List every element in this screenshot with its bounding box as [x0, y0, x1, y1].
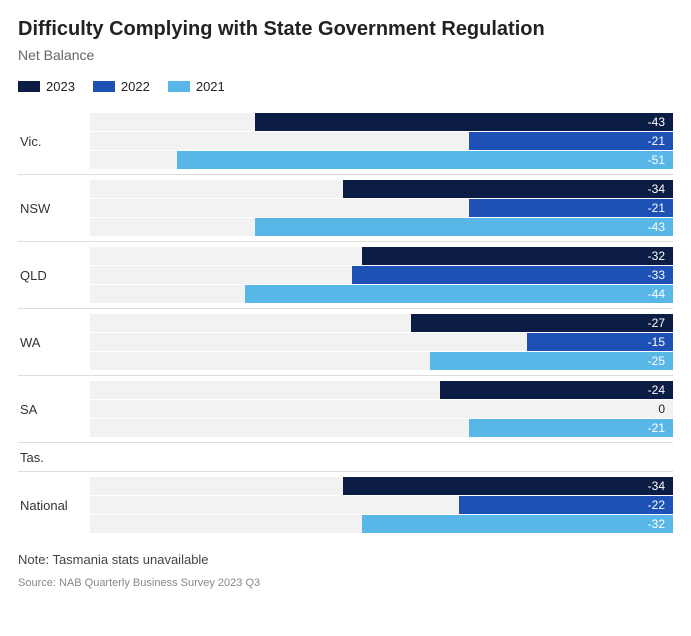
chart-note: Note: Tasmania stats unavailable [18, 552, 673, 567]
bars-container [90, 447, 673, 467]
bar [177, 151, 673, 169]
chart-group: QLD -32 -33 -44 [18, 242, 673, 309]
bars-container: -43 -21 -51 [90, 112, 673, 170]
legend-item: 2023 [18, 79, 75, 94]
bar-row-empty [90, 448, 673, 466]
bar-value-label: -34 [648, 479, 665, 493]
bar-value-label: -43 [648, 115, 665, 129]
bar [255, 113, 673, 131]
bar-value-label: -21 [648, 134, 665, 148]
bar-row: -22 [90, 496, 673, 514]
bar-value-label: -25 [648, 354, 665, 368]
category-label: Tas. [18, 447, 90, 467]
bar-value-label: -32 [648, 249, 665, 263]
bar-value-label: -22 [648, 498, 665, 512]
bar-row: -34 [90, 180, 673, 198]
legend: 2023 2022 2021 [18, 79, 673, 94]
legend-swatch [18, 81, 40, 92]
bar-row: -43 [90, 218, 673, 236]
bar-row: -44 [90, 285, 673, 303]
bar-row: -51 [90, 151, 673, 169]
bar-row: -32 [90, 247, 673, 265]
bars-container: -24 0 -21 [90, 380, 673, 438]
category-label: National [18, 476, 90, 534]
bar [459, 496, 673, 514]
bar-value-label: -15 [648, 335, 665, 349]
bar-value-label: -21 [648, 201, 665, 215]
bar-row: -21 [90, 199, 673, 217]
legend-label: 2023 [46, 79, 75, 94]
bar [343, 477, 673, 495]
bar [343, 180, 673, 198]
bar [352, 266, 673, 284]
bar-row: -15 [90, 333, 673, 351]
bars-container: -34 -22 -32 [90, 476, 673, 534]
bar-row: -27 [90, 314, 673, 332]
bar-row: -24 [90, 381, 673, 399]
bar-value-label: -44 [648, 287, 665, 301]
chart-group: WA -27 -15 -25 [18, 309, 673, 376]
bar [469, 199, 673, 217]
bars-container: -27 -15 -25 [90, 313, 673, 371]
chart-group: SA -24 0 -21 [18, 376, 673, 443]
bars-container: -34 -21 -43 [90, 179, 673, 237]
chart-group: National -34 -22 -32 [18, 472, 673, 538]
legend-label: 2022 [121, 79, 150, 94]
legend-item: 2022 [93, 79, 150, 94]
category-label: NSW [18, 179, 90, 237]
category-label: SA [18, 380, 90, 438]
bar-value-label: 0 [658, 402, 665, 416]
bar [469, 132, 673, 150]
chart-source: Source: NAB Quarterly Business Survey 20… [18, 577, 673, 589]
legend-item: 2021 [168, 79, 225, 94]
bar-row: -43 [90, 113, 673, 131]
chart-group: NSW -34 -21 -43 [18, 175, 673, 242]
bar [430, 352, 673, 370]
bar [362, 247, 673, 265]
chart-title: Difficulty Complying with State Governme… [18, 18, 673, 41]
category-label: Vic. [18, 112, 90, 170]
bar [469, 419, 673, 437]
legend-label: 2021 [196, 79, 225, 94]
chart-group: Vic. -43 -21 -51 [18, 108, 673, 175]
bars-container: -32 -33 -44 [90, 246, 673, 304]
bar-value-label: -27 [648, 316, 665, 330]
bar-row: 0 [90, 400, 673, 418]
chart-subtitle: Net Balance [18, 47, 673, 63]
bar-value-label: -21 [648, 421, 665, 435]
bar-row: -34 [90, 477, 673, 495]
bar-chart: Vic.-43-21-51NSW-34-21-43QLD-32-33-44WA-… [18, 108, 673, 538]
bar [362, 515, 673, 533]
bar-row: -25 [90, 352, 673, 370]
bar-value-label: -24 [648, 383, 665, 397]
bar [440, 381, 673, 399]
bar-value-label: -51 [648, 153, 665, 167]
bar-value-label: -32 [648, 517, 665, 531]
bar-row: -33 [90, 266, 673, 284]
bar-value-label: -33 [648, 268, 665, 282]
bar-value-label: -34 [648, 182, 665, 196]
chart-group: Tas. [18, 443, 673, 472]
legend-swatch [168, 81, 190, 92]
category-label: QLD [18, 246, 90, 304]
bar [245, 285, 673, 303]
bar-row: -21 [90, 132, 673, 150]
bar [411, 314, 673, 332]
bar-value-label: -43 [648, 220, 665, 234]
bar-row: -32 [90, 515, 673, 533]
legend-swatch [93, 81, 115, 92]
bar-row: -21 [90, 419, 673, 437]
category-label: WA [18, 313, 90, 371]
bar [255, 218, 673, 236]
